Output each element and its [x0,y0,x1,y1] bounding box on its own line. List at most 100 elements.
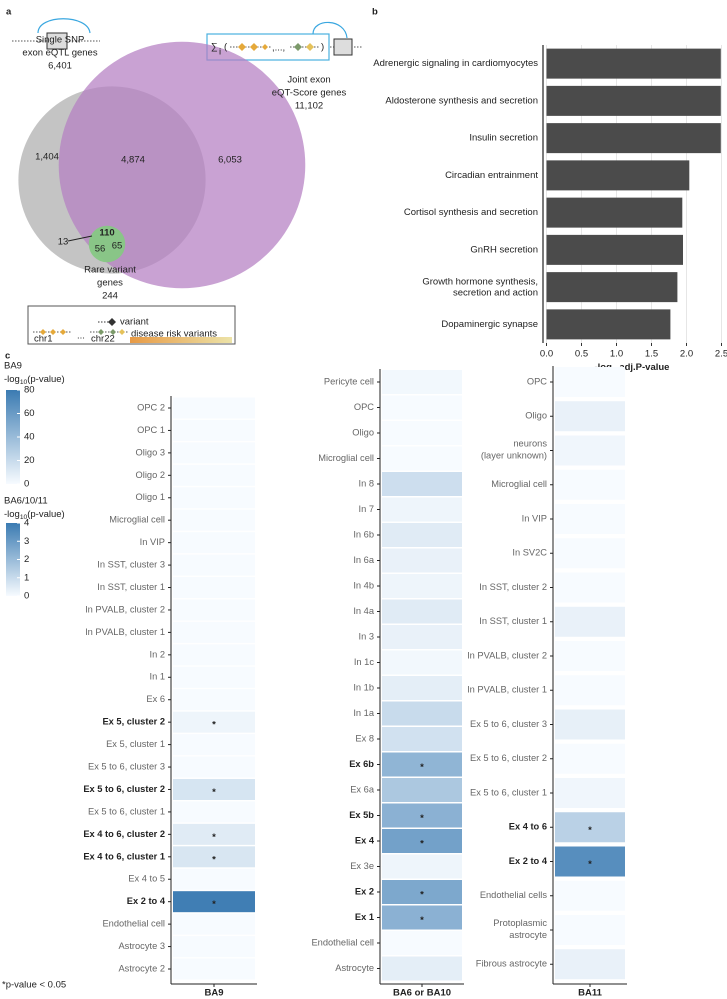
scale-title: BA9 [4,361,22,372]
row-label: In VIP [522,513,547,523]
row-label: Ex 5 to 6, cluster 2 [83,784,165,794]
category-label: Dopaminergic synapse [441,319,538,330]
x-tick-label: 1.5 [645,349,658,360]
label-part: (p-value) [27,509,65,520]
heat-cell [382,829,462,853]
heat-cell [173,846,255,868]
significance-mark: * [420,890,424,901]
heat-cell [382,931,462,955]
colorbar-tick-label: 20 [24,455,35,466]
significance-mark: * [420,915,424,926]
heat-cell [173,801,255,823]
row-label: In PVALB, cluster 2 [467,650,547,660]
heat-cell [382,701,462,726]
formula-open: ( [224,42,228,53]
formula-ellipsis: ,..., [272,43,285,54]
variant-legend [27,305,236,345]
colorbar-tick-label: 4 [24,518,29,529]
legend-label: variant [120,317,149,328]
heat-cell [555,949,625,980]
colorbar-tick-label: 80 [24,385,35,396]
heat-cell [173,778,255,800]
heat-cell [173,621,255,643]
heat-cell [173,419,255,441]
set-name: eQT-Score genes [272,88,347,99]
row-label: In 7 [358,504,374,514]
label-part: 10 [20,379,28,386]
heat-cell [555,538,625,569]
row-label: Ex 5, cluster 2 [102,717,165,727]
region-label: 65 [112,241,123,252]
panel-letter: b [372,7,378,18]
legend-label: disease risk variants [131,329,217,340]
bar [546,309,671,340]
heat-cell [173,464,255,486]
row-label: neurons (layer unknown) [481,439,547,461]
row-label: Ex 1 [355,912,374,922]
row-label: Ex 2 [355,886,374,896]
heat-cell [555,709,625,740]
significance-mark: * [212,854,216,865]
venn-circle [58,41,306,289]
legend-label: ... [77,331,85,342]
set-total: 11,102 [295,101,323,112]
row-label: Oligo 3 [136,447,165,457]
colorbar [6,523,20,596]
set-total: 244 [102,291,118,302]
region-label: 56 [95,244,106,255]
heat-cell [555,435,625,466]
colorbar-tick-label: 60 [24,408,35,419]
heat-cell [555,606,625,637]
heat-cell [555,469,625,500]
row-label: Oligo [352,427,374,437]
row-label: OPC [527,376,547,386]
row-label: In VIP [140,537,165,547]
category-label: Cortisol synthesis and secretion [404,207,538,218]
row-label: Oligo 2 [136,470,165,480]
row-label: Astrocyte 2 [118,963,165,973]
row-label: In 4b [353,580,374,590]
heat-cell [382,625,462,649]
row-label: In 3 [358,631,374,641]
bar [546,234,683,265]
heat-cell [382,880,462,904]
heat-cell [382,727,462,751]
heat-cell [555,915,625,945]
heat-cell [382,650,462,675]
row-label: Ex 5 to 6, cluster 1 [88,806,165,816]
significance-mark: * [212,832,216,843]
category-label: Insulin secretion [469,133,538,144]
axis-label: -log10(p-value) [4,509,65,521]
row-label: Microglial cell [491,479,547,489]
significance-mark: * [420,813,424,824]
heat-cell [555,367,625,397]
heat-cell [555,572,625,603]
heat-cell [382,421,462,445]
x-tick-label: 0.5 [575,349,588,360]
row-label: Ex 4 to 5 [128,874,165,884]
row-label: Ex 4 to 6, cluster 2 [83,829,165,839]
row-label: Protoplasmic astrocyte [493,918,547,940]
row-label: Ex 2 to 4 [127,896,166,906]
heat-cell [173,487,255,509]
formula-index: i [219,47,221,58]
colorbar-tick-label: 2 [24,554,29,565]
label-part: 10 [20,514,28,521]
row-label: OPC 2 [137,402,165,412]
row-label: Pericyte cell [324,376,374,386]
significance-mark: * [420,839,424,850]
region-label: 110 [99,228,114,239]
heat-cell [173,577,255,599]
significance-mark: * [212,720,216,731]
set-name: Joint exon [287,75,330,86]
heat-cell [555,743,625,774]
scale-title: BA6/10/11 [4,496,48,507]
row-label: In 4a [353,606,375,616]
row-label: In 6b [353,529,374,539]
row-label: Endothelial cell [311,937,374,947]
row-label: Ex 8 [355,733,374,743]
x-tick-label: 2.5 [715,349,727,360]
row-label: Microglial cell [109,515,165,525]
row-label: In PVALB, cluster 1 [85,627,165,637]
heat-cell [173,599,255,621]
